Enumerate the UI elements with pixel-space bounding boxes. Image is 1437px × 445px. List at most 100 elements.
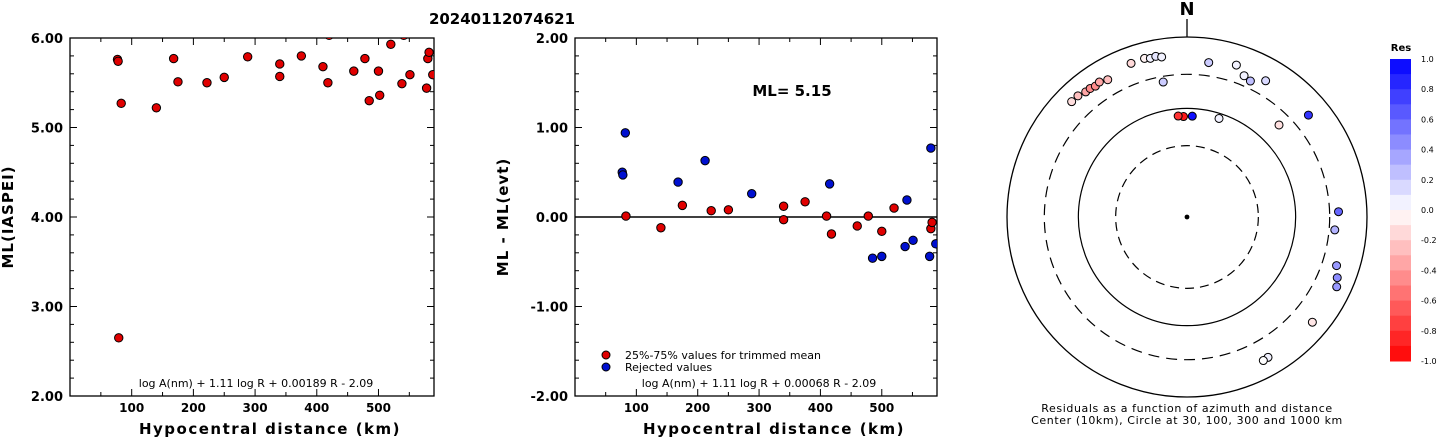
x-tick-label: 400 [304,401,329,415]
station-residual-point [1239,71,1249,81]
station-residual-point [1158,77,1168,87]
y-tick-label: 3.00 [31,301,63,316]
center-dot [1184,214,1190,220]
formula-text: log A(nm) + 1.11 log R + 0.00068 R - 2.0… [642,377,876,390]
rejected-point [620,128,631,138]
trimmed-point [826,229,837,239]
trimmed-point [173,77,183,87]
station-residual-point [1332,261,1342,271]
y-tick-label: 2.00 [536,32,568,47]
legend-rejected-label: Rejected values [625,361,712,374]
y-tick-label: -1.00 [531,301,568,316]
colorbar-segment [1390,300,1411,317]
colorbar-segment [1390,89,1411,105]
y-tick-label: 2.00 [31,390,63,405]
trimmed-point [360,53,370,64]
ml-annotation: ML= 5.15 [752,82,831,100]
colorbar-tick-label: -1.0 [1421,357,1437,366]
station-residual-point [1126,58,1136,68]
trimmed-point [397,78,407,89]
x-tick-label: 100 [624,401,649,415]
colorbar-tick-label: -0.6 [1421,297,1437,306]
station-residual-point [1274,120,1284,130]
trimmed-point [373,66,384,76]
station-residual-point [1245,76,1255,86]
y-tick-label: 6.00 [31,32,63,47]
trimmed-point [349,66,359,76]
trimmed-point [114,333,124,343]
x-axis-label: Hypocentral distance (km) [643,420,905,438]
trimmed-point [219,72,229,83]
station-residual-point [1332,282,1342,292]
colorbar-tick-label: -0.2 [1421,236,1437,245]
rejected-point [931,239,937,249]
formula-text: log A(nm) + 1.11 log R + 0.00189 R - 2.0… [139,377,373,390]
trimmed-point [168,53,179,64]
trimmed-point [889,203,899,213]
ml-iaspei-plot: 100 200 300 400 500 2.00 3.00 4.00 5.00 6.00 Hypoc… [0,32,435,438]
colorbar-tick-label: 0.6 [1421,115,1434,124]
station-residual-point [1258,356,1268,366]
colorbar-segment [1390,119,1411,135]
rejected-point [900,241,910,252]
colorbar-tick-label: 0.8 [1421,85,1434,94]
rejected-point [673,177,683,187]
residual-colorbar: Res 1.0 0.8 0.6 0.4 0.2 0.0 -0.2 -0.4 -0.6 -0.8 -1.… [1390,43,1437,366]
x-tick-label: 300 [747,401,772,415]
trimmed-point [325,38,333,41]
trimmed-point [151,103,162,113]
trimmed-point [677,200,688,211]
trimmed-point [428,69,434,80]
caption-line-1: Residuals as a function of azimuth and d… [1041,402,1332,415]
station-residual-point [1231,60,1241,70]
colorbar-tick-label: 0.4 [1421,146,1434,155]
trimmed-point [275,71,285,82]
colorbar-tick-label: -0.4 [1421,266,1437,275]
trimmed-point [323,78,333,88]
y-tick-label: -2.00 [531,390,568,405]
rejected-point [700,155,710,166]
legend: 25%-75% values for trimmed meanRejected … [601,349,821,374]
station-residual-point [1334,207,1344,217]
y-tick-label: 5.00 [31,122,63,137]
y-tick-label: 0.00 [536,211,568,226]
data-points [112,38,434,343]
colorbar-segment [1390,270,1411,286]
colorbar-tick-label: 1.0 [1421,55,1434,64]
rejected-point [926,143,936,153]
y-axis: 2.00 3.00 4.00 5.00 6.00 [31,32,434,405]
trimmed-point [116,98,126,109]
x-tick-label: 100 [119,401,144,415]
x-tick-label: 400 [808,401,833,415]
trimmed-point [386,39,396,49]
trimmed-point [364,95,374,106]
rejected-point [924,251,935,262]
trimmed-point [113,56,123,66]
trimmed-point [421,83,432,93]
ring-100km [1077,107,1297,327]
trimmed-point [800,197,810,207]
colorbar-segment [1390,330,1411,347]
figure-title: 20240112074621 [429,10,575,28]
colorbar-segment [1390,179,1411,196]
station-residual-point [1330,225,1340,235]
station-residual-point [1261,76,1271,86]
x-tick-label: 200 [685,401,710,415]
trimmed-point [424,47,434,58]
colorbar-segment [1390,240,1411,256]
y-axis-label: ML - ML(evt) [494,158,512,276]
station-residual-point [1332,273,1342,283]
x-tick-label: 500 [869,401,894,415]
trimmed-point [318,61,328,72]
station-residual-point [1103,75,1113,85]
x-axis-label: Hypocentral distance (km) [139,420,401,438]
station-residual-point [1187,111,1197,121]
station-residual-point [1073,91,1083,101]
y-tick-label: 4.00 [31,211,63,226]
ring-300km [1043,73,1331,361]
data-points [617,128,937,263]
station-residual-point [1303,110,1313,120]
station-residual-point [1173,111,1183,121]
